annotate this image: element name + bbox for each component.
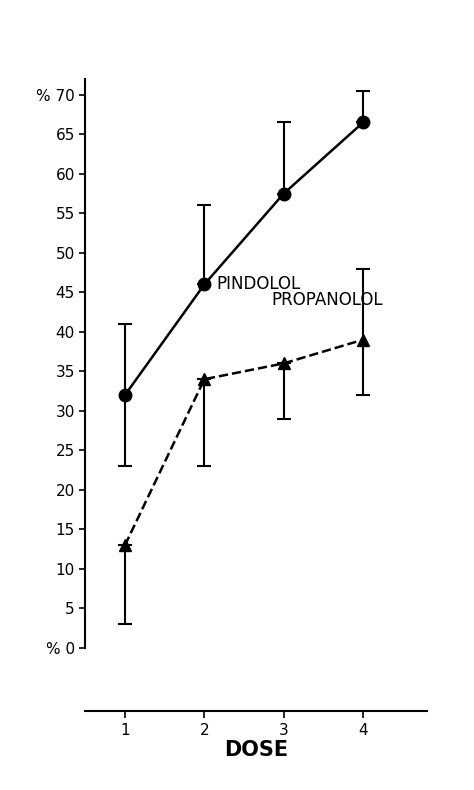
Text: PINDOLOL: PINDOLOL [216, 276, 301, 293]
Text: PROPANOLOL: PROPANOLOL [272, 292, 383, 309]
Text: DOSE: DOSE [224, 740, 288, 761]
